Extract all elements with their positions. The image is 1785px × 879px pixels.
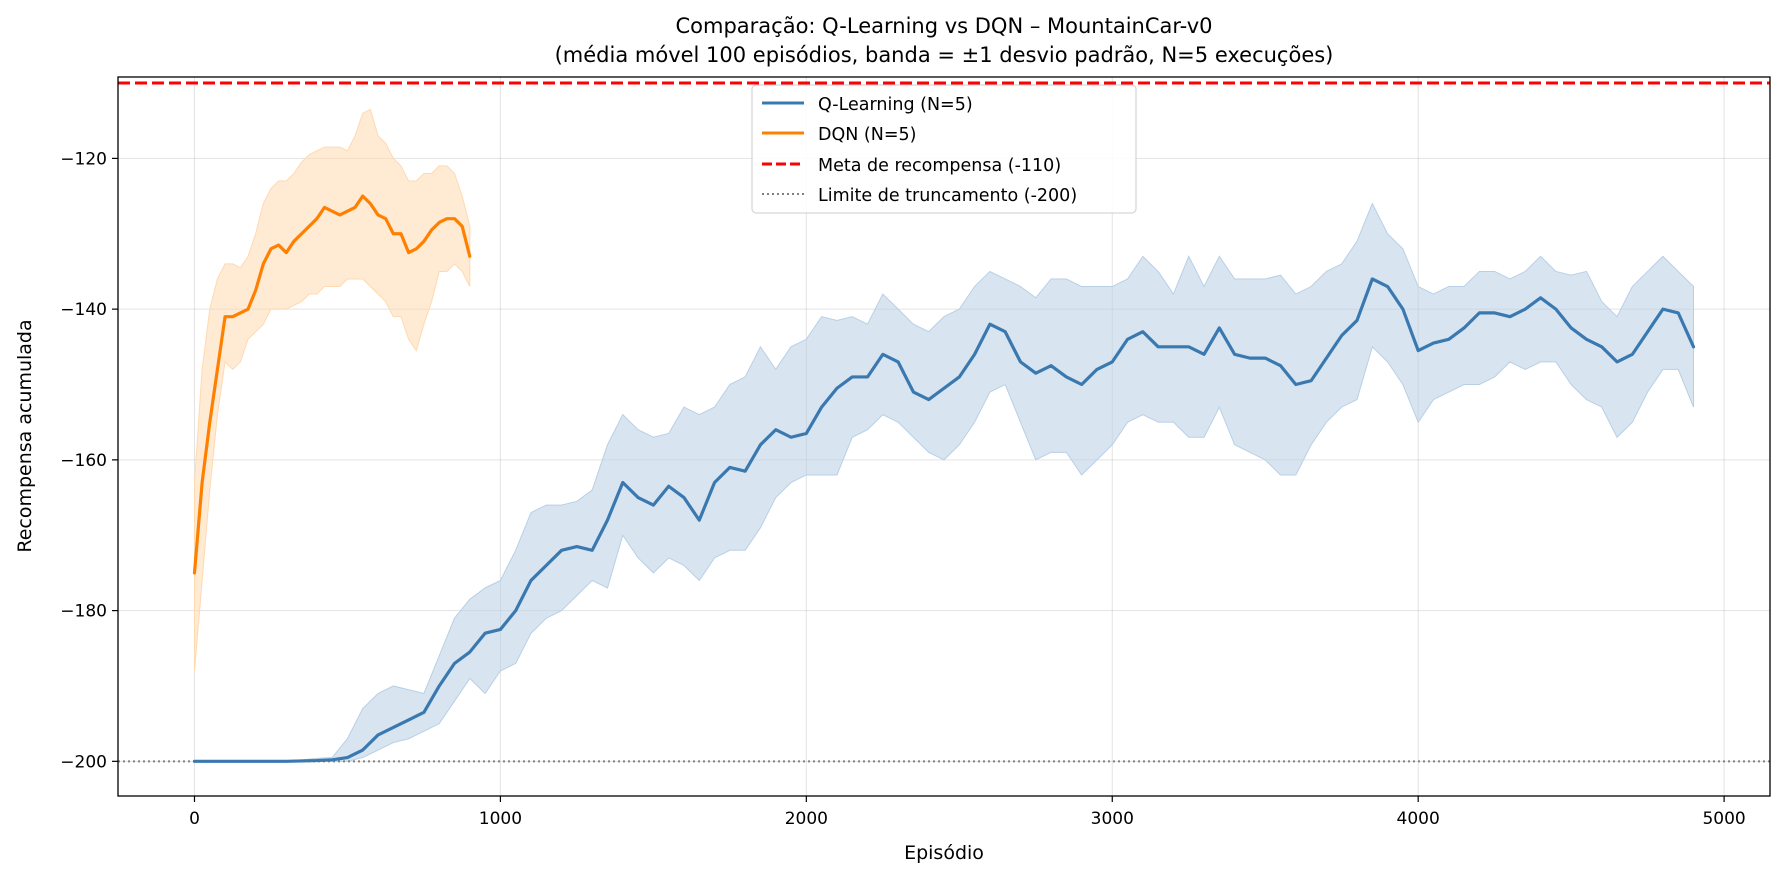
x-axis-label: Episódio xyxy=(904,842,984,864)
x-tick-label: 3000 xyxy=(1091,809,1134,829)
y-tick-label: −160 xyxy=(60,451,107,471)
tick-layer: 0 1000 2000 3000 4000 5000 −200 −180 −160 −140 −12… xyxy=(60,149,1745,829)
hline-layer xyxy=(118,81,1770,763)
legend-box xyxy=(751,84,1137,214)
chart-title-line2: (média móvel 100 episódios, banda = ±1 d… xyxy=(555,43,1334,67)
x-tick-label: 0 xyxy=(189,809,200,829)
legend-label-qlearning: Q-Learning (N=5) xyxy=(818,95,973,115)
y-tick-label: −180 xyxy=(60,602,107,622)
y-tick-label: −120 xyxy=(60,149,107,169)
legend-label-dqn: DQN (N=5) xyxy=(818,125,916,145)
legend-label-meta: Meta de recompensa (-110) xyxy=(818,156,1061,176)
y-tick-label: −140 xyxy=(60,300,107,320)
line-qlearning xyxy=(192,277,1696,763)
plot-frame xyxy=(117,76,1771,797)
x-tick-label: 1000 xyxy=(479,809,522,829)
y-tick-label: −200 xyxy=(60,752,107,772)
chart-title-line1: Comparação: Q-Learning vs DQN – Mountain… xyxy=(676,14,1213,38)
line-layer xyxy=(192,194,1696,763)
x-tick-label: 2000 xyxy=(785,809,828,829)
line-dqn xyxy=(192,194,472,575)
x-tick-label: 5000 xyxy=(1702,809,1745,829)
band-dqn xyxy=(193,108,471,671)
legend-label-limite: Limite de truncamento (-200) xyxy=(818,186,1077,206)
y-axis-label: Recompensa acumulada xyxy=(14,319,36,552)
legend: Q-Learning (N=5) DQN (N=5) Meta de recom… xyxy=(751,84,1137,214)
x-tick-label: 4000 xyxy=(1397,809,1440,829)
